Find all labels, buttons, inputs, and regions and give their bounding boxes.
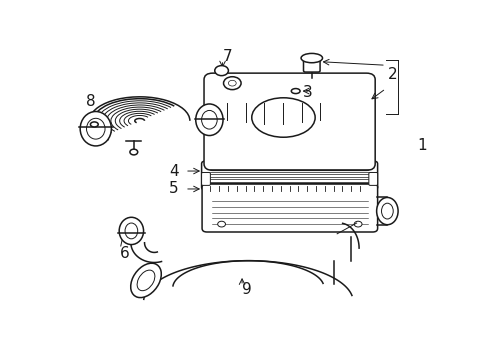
FancyBboxPatch shape <box>368 172 377 185</box>
FancyBboxPatch shape <box>203 73 374 170</box>
Ellipse shape <box>119 217 143 244</box>
FancyBboxPatch shape <box>201 161 377 190</box>
FancyBboxPatch shape <box>202 184 377 232</box>
Text: 7: 7 <box>222 49 232 64</box>
Text: 9: 9 <box>242 282 251 297</box>
FancyBboxPatch shape <box>303 58 320 72</box>
Ellipse shape <box>201 111 217 129</box>
Ellipse shape <box>86 118 105 139</box>
Text: 5: 5 <box>168 181 178 197</box>
Text: 2: 2 <box>387 67 397 82</box>
Ellipse shape <box>228 80 236 86</box>
Text: 6: 6 <box>120 246 130 261</box>
Ellipse shape <box>381 203 392 219</box>
FancyBboxPatch shape <box>201 172 210 185</box>
Ellipse shape <box>214 66 228 76</box>
Ellipse shape <box>130 263 161 298</box>
Ellipse shape <box>251 98 314 137</box>
Ellipse shape <box>376 198 397 225</box>
Ellipse shape <box>137 270 155 291</box>
Ellipse shape <box>195 104 223 135</box>
Ellipse shape <box>217 221 225 227</box>
Ellipse shape <box>223 77 241 90</box>
Text: 4: 4 <box>168 163 178 179</box>
Text: 3: 3 <box>303 85 312 100</box>
Ellipse shape <box>353 221 361 227</box>
Ellipse shape <box>125 223 138 239</box>
Ellipse shape <box>130 149 138 155</box>
Ellipse shape <box>80 112 111 146</box>
Ellipse shape <box>301 53 322 63</box>
Text: 1: 1 <box>417 139 427 153</box>
Ellipse shape <box>291 89 300 94</box>
Text: 8: 8 <box>86 94 96 109</box>
Ellipse shape <box>90 122 98 127</box>
